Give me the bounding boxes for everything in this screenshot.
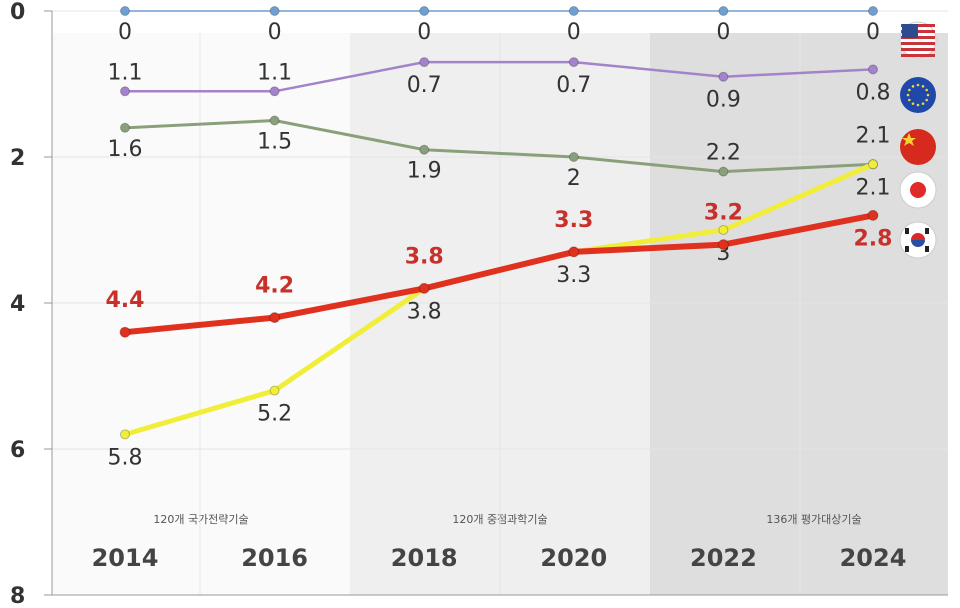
band-label: 136개 평가대상기술: [766, 513, 861, 526]
series-line: [124, 212, 874, 336]
data-label: 4.2: [255, 274, 294, 299]
data-point: [717, 239, 729, 251]
band-background: [650, 33, 948, 595]
x-tick-label: 2024: [840, 544, 907, 572]
data-point: [269, 312, 281, 324]
x-tick-label: 2016: [241, 544, 308, 572]
data-label: 0.7: [407, 73, 442, 98]
data-point: [718, 166, 729, 177]
data-label: 3.2: [704, 201, 743, 226]
data-label: 0.8: [856, 80, 891, 105]
data-point: [568, 6, 579, 16]
data-label: 1.9: [407, 159, 442, 184]
data-label: 3.8: [405, 244, 444, 269]
data-point: [419, 6, 430, 16]
japan-flag-icon: [899, 171, 937, 209]
data-label: 0: [866, 20, 880, 45]
data-point: [867, 209, 879, 221]
data-label: 0.7: [556, 73, 591, 98]
data-label: 2.1: [856, 123, 891, 148]
data-point: [418, 282, 430, 294]
data-label: 0.9: [706, 88, 741, 113]
data-point: [269, 6, 280, 16]
data-point: [120, 86, 130, 97]
data-point: [269, 385, 280, 396]
data-label: 4.4: [106, 288, 145, 313]
data-point: [269, 86, 280, 97]
data-point: [868, 64, 878, 75]
korea-flag-icon: [899, 221, 937, 259]
y-tick-label: 8: [10, 584, 25, 608]
data-label: 2.1: [856, 175, 891, 200]
data-point: [120, 122, 130, 133]
data-label: 5.2: [257, 402, 292, 427]
data-point: [718, 6, 729, 16]
y-tick-label: 2: [10, 146, 25, 171]
series-line: [124, 119, 874, 174]
data-point: [568, 57, 579, 68]
data-point: [718, 71, 729, 82]
data-label: 2.2: [706, 141, 741, 166]
x-tick-label: 2020: [540, 544, 607, 572]
usa-flag-icon: [899, 21, 937, 59]
x-tick-label: 2014: [92, 544, 159, 572]
data-point: [269, 115, 280, 126]
data-point: [120, 6, 130, 16]
data-label: 3.8: [407, 299, 442, 324]
y-tick-label: 0: [10, 0, 25, 25]
data-point: [419, 144, 430, 155]
data-label: 3.3: [554, 208, 593, 233]
data-point: [868, 6, 878, 16]
y-tick-label: 6: [10, 438, 25, 463]
data-label: 0: [118, 20, 132, 45]
data-point: [568, 246, 580, 258]
data-label: 0: [716, 20, 730, 45]
data-point: [868, 159, 878, 170]
series-line: [125, 60, 874, 93]
data-point: [419, 57, 430, 68]
data-label: 1.1: [108, 60, 143, 85]
data-label: 1.6: [108, 137, 143, 162]
x-tick-label: 2022: [690, 544, 757, 572]
band-label: 120개 국가전략기술: [153, 513, 248, 526]
data-label: 5.8: [108, 445, 143, 470]
data-label: 1.5: [257, 130, 292, 155]
data-label: 0: [567, 20, 581, 45]
data-point: [718, 225, 729, 235]
data-point: [568, 152, 579, 162]
data-label: 1.1: [257, 60, 292, 85]
data-point: [120, 429, 130, 440]
data-label: 2.8: [854, 226, 893, 251]
data-label: 2: [567, 166, 581, 191]
data-label: 3.3: [556, 263, 591, 288]
x-tick-label: 2018: [391, 544, 458, 572]
y-tick-label: 4: [10, 292, 25, 317]
china-flag-icon: [900, 129, 936, 165]
data-point: [119, 326, 131, 338]
data-label: 0: [417, 20, 431, 45]
eu-flag-icon: [900, 77, 936, 113]
data-label: 0: [268, 20, 282, 45]
